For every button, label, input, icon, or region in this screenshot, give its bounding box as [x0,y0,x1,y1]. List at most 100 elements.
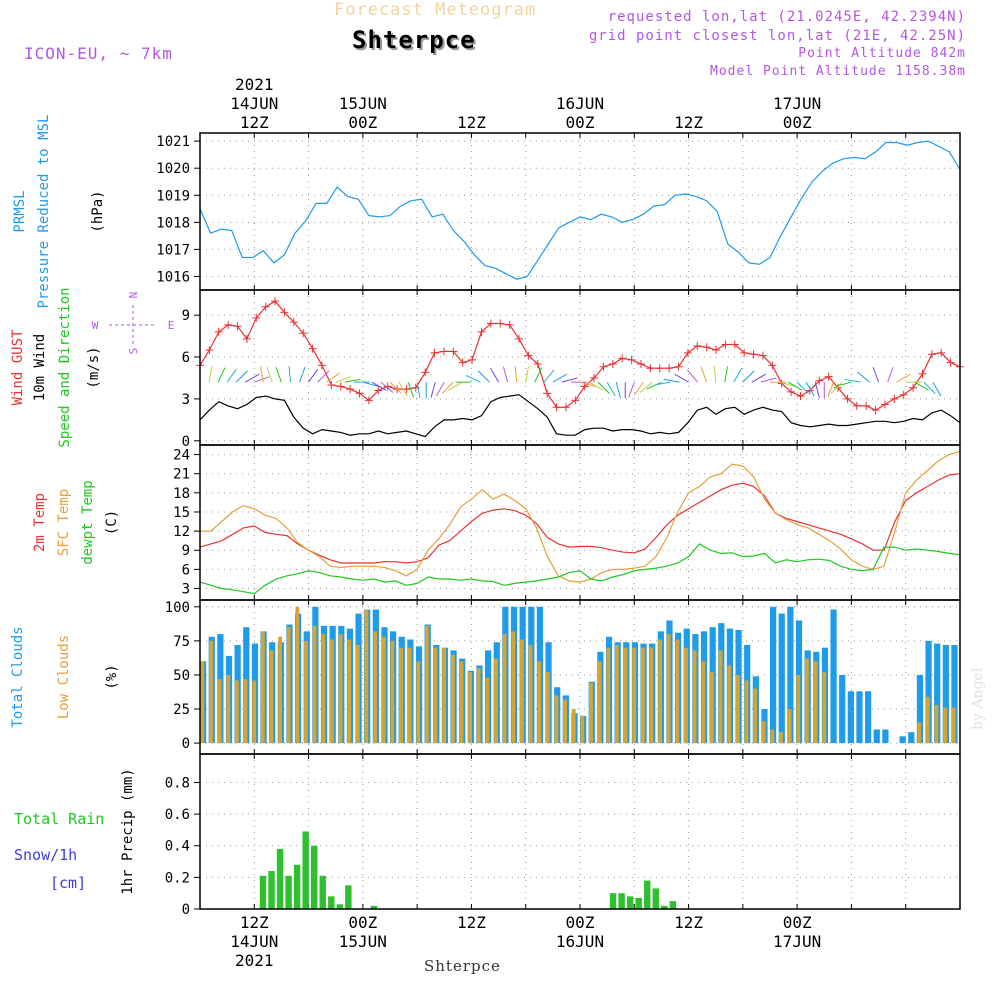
wind-direction-arrow [441,381,454,394]
wind-direction-arrow [646,381,662,390]
precip-bar-total-rain [328,896,335,909]
gust-marker [383,382,392,391]
precip-bar-total-rain [268,871,275,909]
gust-marker [533,360,542,369]
y-tick-label: 12 [173,524,190,540]
y-tick-label: 3 [182,392,190,408]
wind-direction-arrow [778,381,795,387]
clouds-bar-low-clouds [407,647,412,744]
clouds-bar-total-clouds [942,644,949,744]
wind-direction-arrow [477,370,490,383]
clouds-bar-low-clouds [476,668,481,744]
temperature-ylabel: dewpt Temp [80,480,96,564]
top-time-label: 00Z [566,113,595,132]
clouds-bar-low-clouds [234,680,239,744]
gust-marker [308,344,317,353]
gust-marker [927,350,936,359]
wind-direction-arrow [796,381,809,394]
top-time-label: 14JUN [230,94,278,113]
clouds-bar-low-clouds [649,647,654,744]
gust-marker [843,394,852,403]
wind-direction-arrow [288,366,291,383]
wind-direction-arrow [525,366,529,383]
wind-direction-arrow [588,381,604,391]
gust-marker [749,350,758,359]
gust-marker [561,403,570,412]
clouds-bar-low-clouds [761,721,766,744]
gust-marker [571,396,580,405]
pressure-ylabel: PRMSL [12,190,28,232]
y-tick-label: 9 [182,543,190,559]
pressure-ylabel: (hPa) [90,190,106,232]
wind-direction-arrow [407,381,415,398]
clouds-bar-low-clouds [804,658,809,744]
wind-panel-frame [199,289,961,446]
clouds-bar-low-clouds [675,639,680,744]
top-time-label: 12Z [457,113,486,132]
temperature-line-dewpt-temp [199,543,961,595]
precip-bar-total-rain [609,893,617,909]
wind-direction-arrow [830,381,843,394]
clouds-bar-total-clouds [847,691,854,744]
y-tick-label: 0.6 [165,807,190,823]
wind-direction-arrow [844,378,861,383]
y-tick-label: 100 [165,600,190,616]
requested-coords: requested lon,lat (21.0245E, 42.2394N) [607,9,966,25]
clouds-bar-low-clouds [304,640,308,744]
gust-marker [852,401,861,410]
wind-direction-arrow [308,368,319,383]
wind-direction-arrow [430,382,436,398]
top-time-label: 17JUN [773,94,821,113]
clouds-bar-low-clouds [925,696,930,744]
gust-marker [552,403,561,412]
precip-panel-frame [199,753,961,910]
y-tick-label: 1016 [156,269,190,285]
wind-ylabel: 10m Wind [32,334,48,401]
y-tick-label: 0.8 [165,775,190,791]
wind-direction-arrow [751,373,767,383]
clouds-bar-total-clouds [856,691,863,744]
y-tick-label: 1019 [156,188,190,204]
wind-direction-arrow [633,381,644,396]
clouds-bar-low-clouds [666,634,671,744]
gust-marker [824,372,833,381]
y-tick-label: 0.4 [165,839,190,855]
gust-marker [871,406,880,415]
gust-marker [336,382,345,391]
clouds-bar-low-clouds [597,661,602,744]
temperature-ylabel: (C) [104,510,120,535]
gust-marker [683,348,692,357]
gust-marker [496,319,505,328]
gust-marker [909,383,918,392]
gust-marker [317,361,326,370]
wind-direction-arrow [335,376,351,383]
wind-direction-arrow [674,373,689,383]
wind-direction-arrow [398,381,408,397]
compass-north: N [127,292,140,299]
clouds-bar-low-clouds [450,654,455,744]
wind-direction-arrow [733,368,743,383]
clouds-bar-total-clouds [882,729,889,744]
clouds-bar-low-clouds [442,647,447,744]
clouds-bar-low-clouds [355,644,360,744]
gust-marker [730,340,739,349]
precip-bar-total-rain [644,880,651,909]
gust-marker [364,396,373,405]
gust-marker [599,362,608,371]
clouds-bar-low-clouds [243,679,248,744]
model-point-altitude: Model Point Altitude 1158.38m [710,64,966,79]
bottom-time-label: 12Z [240,913,269,932]
y-tick-label: 50 [173,668,190,684]
snow-label: Snow/1h [14,846,77,864]
gust-marker [543,389,552,398]
gust-marker [636,360,645,369]
wind-direction-arrow [514,366,518,383]
bottom-time-label: 00Z [348,913,377,932]
y-tick-label: 0 [182,902,190,918]
clouds-bar-low-clouds [589,683,593,744]
wind-direction-arrow [502,366,509,383]
precip-bar-total-rain [669,901,677,909]
gust-marker [524,351,533,360]
wind-direction-arrow [435,381,445,397]
clouds-bar-low-clouds [684,647,688,744]
